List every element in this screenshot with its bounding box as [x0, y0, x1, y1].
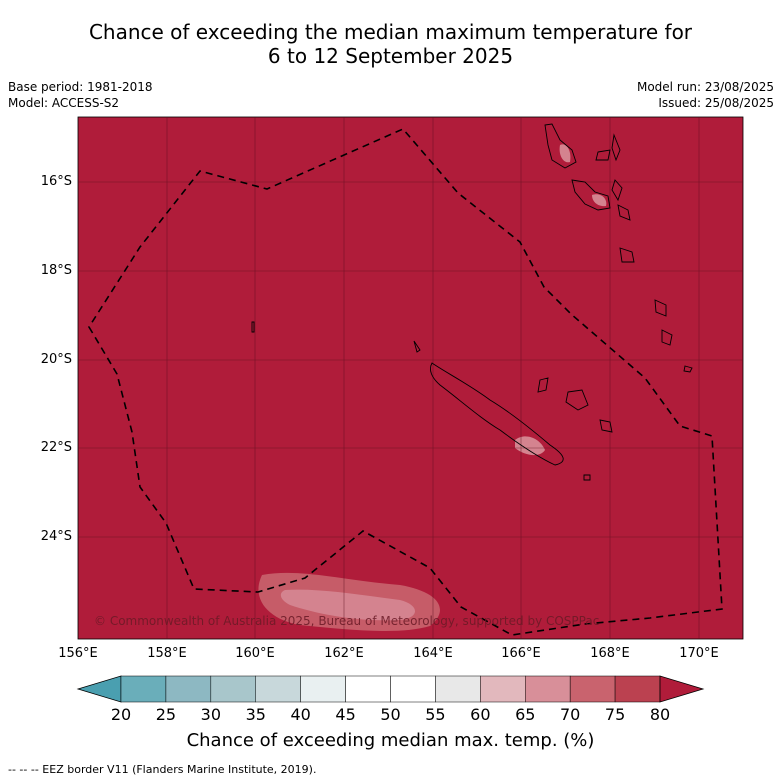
colorbar-swatch [165, 675, 212, 703]
colorbar-tick-label: 55 [425, 705, 446, 724]
model-text: Model: ACCESS-S2 [8, 96, 120, 110]
lat-tick: 22°S [40, 440, 72, 455]
colorbar-tick-label: 50 [380, 705, 401, 724]
lon-tick: 170°E [679, 646, 719, 661]
colorbar-swatch [120, 675, 167, 703]
colorbar-tick-label: 20 [110, 705, 132, 724]
colorbar-swatch [345, 675, 391, 703]
graticule [78, 117, 743, 639]
lon-tick: 158°E [147, 646, 187, 661]
probability-field [77, 116, 744, 640]
issued-text: Issued: 25/08/2025 [658, 96, 774, 110]
lon-tick: 168°E [590, 646, 630, 661]
new-caledonia [429, 362, 564, 466]
colorbar-swatch [210, 675, 256, 703]
lon-tick: 160°E [235, 646, 275, 661]
map-title-line1: Chance of exceeding the median maximum t… [88, 20, 693, 44]
colorbar-tick-label: 25 [155, 705, 177, 724]
lon-tick: 162°E [324, 646, 364, 661]
lower-probability-patch [258, 144, 607, 631]
lon-tick: 166°E [501, 646, 541, 661]
lat-tick: 16°S [40, 174, 72, 189]
colorbar-swatch [300, 675, 346, 703]
colorbar-title: Chance of exceeding median max. temp. (%… [186, 730, 595, 751]
base-period-text: Base period: 1981-2018 [8, 80, 153, 94]
colorbar-high-extension [659, 675, 705, 703]
colorbar-tick-label: 30 [200, 705, 221, 724]
island [413, 340, 421, 353]
colorbar-tick-label: 45 [335, 705, 356, 724]
lon-tick: 164°E [413, 646, 453, 661]
colorbar-swatch [390, 675, 436, 703]
eez-footnote: -- -- -- EEZ border V11 (Flanders Marine… [8, 763, 317, 776]
loyalty-islands [537, 377, 613, 433]
colorbar-tick-label: 80 [649, 705, 671, 724]
lon-tick: 156°E [58, 646, 98, 661]
colorbar-swatch [525, 675, 571, 703]
lat-tick: 20°S [40, 352, 72, 367]
colorbar-low-extension [76, 675, 122, 703]
copyright-notice: © Commonwealth of Australia 2025, Bureau… [94, 614, 600, 628]
colorbar-tick-label: 65 [515, 705, 536, 724]
lat-tick: 18°S [40, 263, 72, 278]
lat-tick: 24°S [40, 529, 72, 544]
colorbar-tick-label: 70 [559, 705, 581, 724]
map-title-line2: 6 to 12 September 2025 [267, 44, 514, 68]
vanuatu [544, 123, 693, 373]
colorbar-tick-label: 35 [245, 705, 266, 724]
model-run-text: Model run: 23/08/2025 [636, 80, 774, 94]
colorbar-swatch [614, 675, 661, 703]
colorbar-swatch [480, 675, 526, 703]
colorbar-swatch [435, 675, 481, 703]
eez-border [88, 128, 723, 636]
colorbar-tick-label: 75 [604, 705, 626, 724]
small-islands [251, 321, 591, 481]
colorbar-swatch [569, 675, 616, 703]
colorbar-tick-label: 40 [290, 705, 311, 724]
colorbar-swatch [255, 675, 301, 703]
colorbar-tick-label: 60 [470, 705, 491, 724]
